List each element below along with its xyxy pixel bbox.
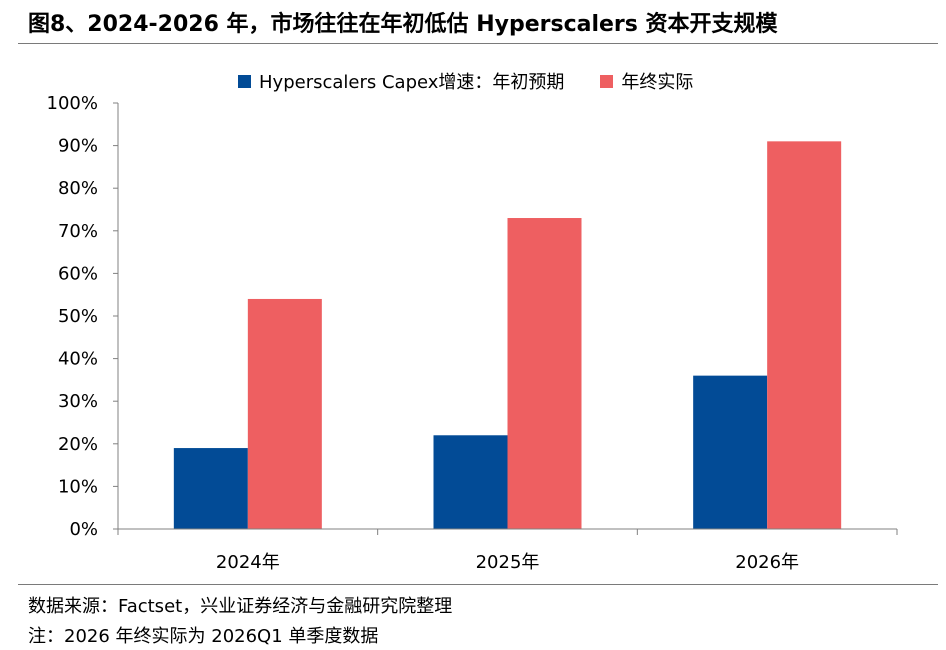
title-divider	[18, 43, 938, 44]
y-tick-label: 80%	[58, 178, 98, 199]
bar-forecast-1	[433, 435, 508, 529]
bar-forecast-2	[693, 375, 768, 529]
bar-actual-0	[247, 298, 322, 529]
y-tick-label: 60%	[58, 263, 98, 284]
bar-actual-2	[767, 141, 842, 529]
legend-item-actual: 年终实际	[600, 68, 693, 94]
footnote: 注：2026 年终实际为 2026Q1 单季度数据	[28, 626, 379, 647]
bars	[173, 141, 842, 529]
bar-forecast-0	[173, 448, 248, 529]
legend-item-forecast: Hyperscalers Capex增速：年初预期	[238, 68, 564, 94]
legend-swatch-forecast	[238, 74, 251, 88]
x-axis	[117, 103, 898, 535]
chart-title: 图8、2024-2026 年，市场往往在年初低估 Hyperscalers 资本…	[28, 12, 778, 37]
bar-actual-1	[507, 218, 582, 529]
chart-legend: Hyperscalers Capex增速：年初预期 年终实际	[238, 68, 729, 94]
legend-label-actual: 年终实际	[621, 72, 694, 93]
y-tick-label: 50%	[58, 306, 98, 327]
y-tick-label: 10%	[58, 476, 98, 497]
y-tick-label: 40%	[58, 349, 98, 370]
legend-swatch-actual	[600, 74, 614, 88]
x-tick-labels: 2024年 2025年 2026年	[216, 552, 799, 573]
y-tick-label: 0%	[69, 519, 98, 540]
source-note: 数据来源：Factset，兴业证券经济与金融研究院整理	[28, 596, 453, 617]
x-tick-label: 2024年	[216, 552, 280, 573]
y-axis: 0% 10% 20% 30% 40% 50% 60% 70% 80% 90% 100%	[47, 93, 118, 540]
legend-label-forecast: Hyperscalers Capex增速：年初预期	[259, 72, 565, 93]
y-tick-label: 30%	[58, 391, 98, 412]
y-tick-label: 100%	[47, 93, 98, 114]
y-tick-label: 70%	[58, 221, 98, 242]
x-tick-label: 2026年	[735, 552, 799, 573]
y-tick-label: 20%	[58, 434, 98, 455]
y-tick-label: 90%	[58, 136, 98, 157]
footer-divider	[18, 584, 938, 585]
x-tick-label: 2025年	[476, 552, 540, 573]
